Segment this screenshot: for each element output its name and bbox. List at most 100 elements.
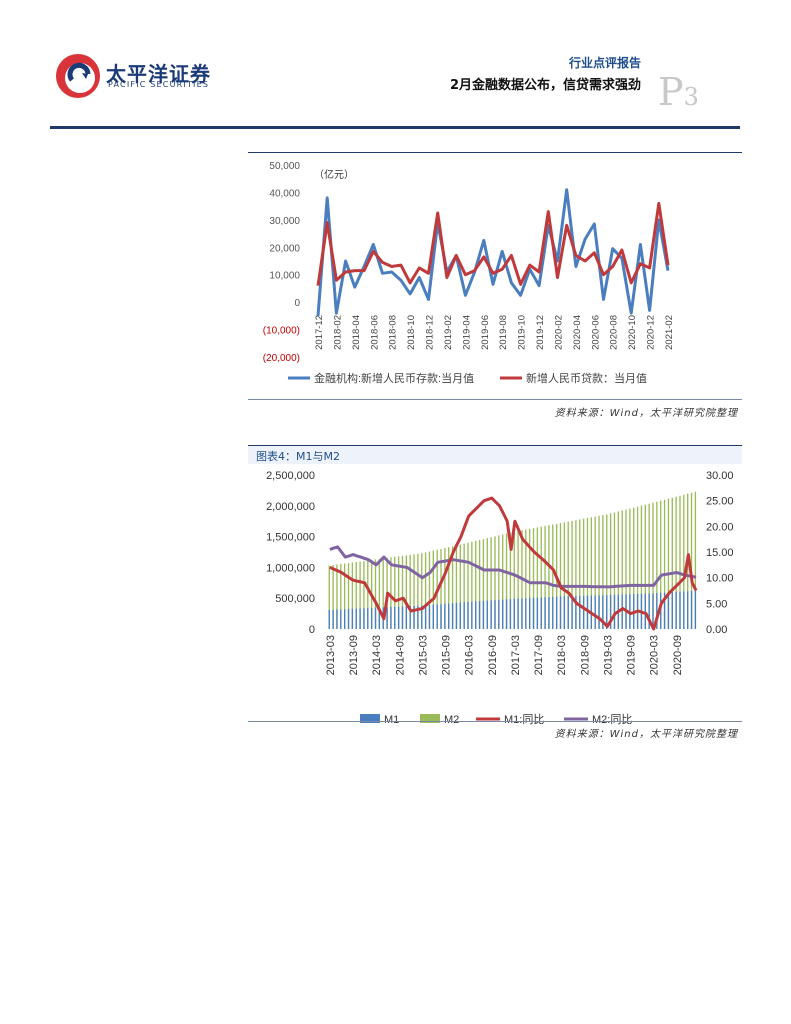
m1-bar (351, 608, 354, 629)
m1-bar (579, 595, 581, 629)
x-tick-label: 2017-12 (314, 315, 325, 350)
x-tick-label: 2020-10 (627, 315, 638, 350)
m1-bar (683, 591, 685, 629)
m1-bar (459, 602, 461, 629)
m1-bar (378, 607, 381, 629)
m2-bar (586, 518, 589, 629)
m1-bar (386, 607, 388, 629)
m2-bar (509, 532, 512, 629)
m2-bar (505, 533, 508, 629)
m2-bar (428, 551, 431, 629)
m2-bar (656, 501, 658, 629)
x-tick-label: 2018-03 (556, 635, 568, 675)
m2-bar (417, 553, 419, 629)
x-tick-label: 2019-06 (480, 315, 491, 350)
m1-bar (370, 607, 373, 629)
m1-bar (363, 608, 365, 629)
m1-bar (663, 592, 666, 629)
m2-bar (648, 503, 650, 629)
figure4-bottom-rule (248, 721, 742, 722)
report-title: 2月金融数据公布，信贷需求强劲 (449, 78, 641, 93)
m2-bar (660, 500, 662, 629)
loan-series-line (316, 201, 670, 286)
x-tick-label: 2018-10 (406, 315, 417, 350)
m1-bar (571, 596, 573, 629)
m2-bar (421, 553, 423, 629)
m2-bar (432, 550, 434, 629)
m2-bar (644, 504, 646, 629)
figure3-source: 资料来源：Wind，太平洋研究院整理 (554, 408, 738, 419)
y-tick-label: 50,000 (269, 161, 300, 172)
m1-bar (563, 596, 566, 629)
m2-bar (636, 506, 639, 629)
m2-bar (571, 520, 573, 629)
m1-bar (455, 602, 458, 629)
legend-swatch (420, 714, 440, 723)
x-tick-label: 2021-02 (664, 315, 675, 350)
figure4-source: 资料来源：Wind，太平洋研究院整理 (554, 729, 738, 740)
m2-bar (498, 535, 500, 629)
logo-chinese-name: 太平洋证券 (106, 62, 211, 86)
logo-english-name: PACIFIC SECURITIES (108, 80, 210, 89)
m1-bar (517, 598, 519, 629)
m1-bar (347, 609, 350, 629)
m2-bar (444, 548, 446, 629)
x-tick-label: 2020-04 (572, 315, 583, 350)
m2-bar (528, 528, 531, 629)
m1-bar (332, 609, 334, 629)
m2-bar (478, 540, 481, 629)
m2-bar (448, 547, 450, 629)
x-tick-label: 2016-03 (464, 635, 476, 675)
m2-bar (463, 543, 465, 629)
m2-bar (548, 525, 550, 629)
x-tick-label: 2019-02 (443, 315, 454, 350)
m2-bar (340, 564, 342, 629)
m2-bar (694, 491, 697, 629)
x-tick-label: 2019-10 (517, 315, 528, 350)
m2-bar (559, 523, 562, 629)
legend-label: M2:同比 (592, 713, 632, 726)
m1-bar (417, 605, 419, 629)
m2-bar (405, 555, 408, 629)
m1-bar (536, 597, 539, 629)
m2-bar (394, 556, 396, 629)
m2-bar (540, 526, 542, 629)
m1-bar (671, 592, 673, 629)
m1-bar (509, 599, 512, 629)
m2-bar (486, 538, 488, 629)
m2-bar (363, 560, 365, 629)
m1-bar (336, 609, 338, 629)
m1-bar (694, 590, 697, 629)
m1-bar (513, 598, 515, 629)
m2-bar (409, 554, 411, 629)
m2-bar (563, 522, 566, 629)
figure3-container: 50,000 40,000 30,000 20,000 10,000 0 (10,000) (… (248, 150, 742, 420)
m2-bar (567, 521, 569, 629)
m2-bar (617, 511, 619, 629)
m1-bar (606, 595, 608, 629)
m2-bar (367, 560, 369, 629)
m2-bar (621, 510, 623, 629)
x-tick-label: 2016-09 (487, 635, 499, 675)
left-y-tick-label: 1,000,000 (266, 562, 315, 574)
figure4-title-bar: 图表4：M1与M2 (248, 445, 742, 464)
x-tick-label: 2013-03 (325, 635, 337, 675)
m1-bar (598, 595, 600, 629)
m2-bar (633, 507, 635, 629)
y-unit-label: （亿元） (314, 168, 354, 181)
legend-label: M1:同比 (504, 713, 544, 726)
m1-bar (559, 596, 562, 629)
y-tick-label: (10,000) (263, 326, 300, 337)
m2-bar (359, 561, 361, 629)
m1-bar (421, 605, 423, 629)
left-y-tick-label: 2,500,000 (266, 470, 315, 482)
m1-bar (343, 609, 346, 629)
m2-bar (475, 540, 477, 629)
x-tick-label: 2020-03 (649, 635, 661, 675)
m2-bar (671, 497, 673, 629)
m1-yoy-line (329, 496, 698, 631)
m1-bar (648, 593, 650, 629)
m1-bar (621, 594, 623, 629)
right-y-tick-label: 25.00 (706, 496, 734, 508)
m1-bar (687, 591, 689, 629)
